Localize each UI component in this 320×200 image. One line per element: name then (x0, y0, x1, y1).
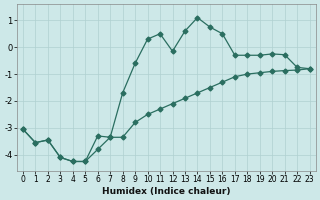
X-axis label: Humidex (Indice chaleur): Humidex (Indice chaleur) (102, 187, 230, 196)
